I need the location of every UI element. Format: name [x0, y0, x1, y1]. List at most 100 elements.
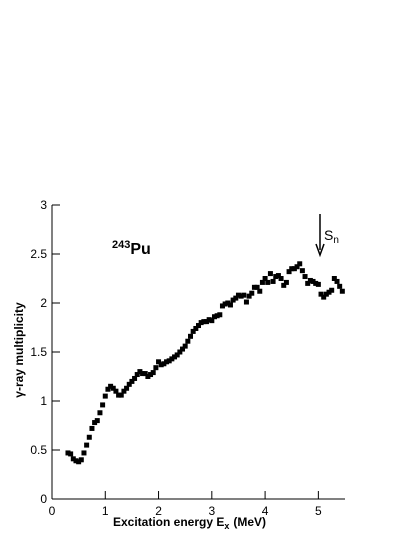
data-point	[142, 371, 148, 377]
data-point	[185, 338, 191, 344]
data-point	[70, 456, 76, 462]
data-point	[249, 290, 255, 296]
x-tick-label: 2	[155, 504, 162, 518]
data-point	[150, 370, 156, 376]
data-point	[337, 283, 343, 289]
data-point	[209, 318, 215, 324]
data-point	[214, 313, 220, 319]
data-point	[124, 385, 130, 391]
data-point	[326, 289, 332, 295]
data-point	[174, 352, 180, 358]
data-point	[134, 372, 140, 378]
arrow-head	[315, 243, 325, 258]
data-point	[307, 277, 313, 283]
data-point	[97, 410, 103, 416]
data-point	[238, 293, 244, 299]
data-point	[278, 276, 284, 281]
data-point	[321, 294, 327, 300]
x-tick-label: 1	[102, 504, 109, 518]
y-axis-title: γ-ray multiplicity	[12, 302, 26, 398]
data-point	[265, 279, 271, 285]
data-point	[235, 292, 241, 298]
data-point	[251, 284, 257, 290]
data-point	[275, 273, 281, 279]
data-point	[227, 302, 233, 308]
data-point	[297, 261, 303, 267]
data-point	[177, 349, 183, 355]
data-point	[270, 278, 276, 284]
data-point	[105, 386, 111, 392]
data-point	[190, 328, 196, 334]
data-point	[180, 346, 186, 352]
data-point	[206, 317, 212, 323]
data-point	[289, 266, 295, 272]
data-point	[145, 374, 151, 379]
data-point	[182, 343, 188, 349]
data-point	[76, 459, 82, 465]
data-point	[310, 278, 316, 284]
x-tick-label: 4	[262, 504, 269, 518]
data-point	[158, 362, 164, 368]
data-point	[233, 295, 239, 301]
data-point	[203, 319, 209, 325]
data-point	[294, 264, 300, 270]
data-point	[302, 274, 308, 280]
data-point	[283, 279, 289, 285]
data-point	[172, 354, 178, 360]
data-point	[313, 280, 319, 286]
data-point	[299, 268, 305, 274]
data-point	[219, 303, 225, 309]
y-tick-label: 2.5	[30, 247, 47, 261]
data-point	[161, 361, 167, 367]
data-point	[273, 274, 279, 280]
data-point	[113, 388, 119, 394]
data-point	[140, 371, 146, 377]
data-point	[164, 359, 170, 365]
y-tick-label: 1.5	[30, 345, 47, 359]
data-point	[137, 369, 143, 375]
data-point	[198, 320, 204, 326]
data-point	[286, 269, 292, 275]
data-point	[241, 292, 247, 298]
data-point	[73, 458, 79, 464]
y-tick-label: 1	[40, 394, 47, 408]
x-tick-label: 5	[315, 504, 322, 518]
data-point	[68, 451, 74, 457]
data-point	[94, 418, 100, 424]
data-point	[196, 323, 201, 329]
data-point	[121, 388, 127, 394]
data-point	[129, 378, 135, 384]
data-point	[211, 314, 217, 320]
y-tick-label: 0	[40, 492, 47, 506]
sn-label: Sn	[324, 227, 339, 246]
data-point	[257, 288, 263, 294]
data-point	[116, 392, 122, 398]
data-point	[267, 271, 273, 277]
x-tick-label: 0	[49, 504, 56, 518]
data-point	[291, 266, 297, 272]
data-point	[323, 291, 329, 297]
y-tick-label: 3	[40, 198, 47, 212]
x-axis-title: Excitation energy Ex (MeV)	[113, 515, 266, 531]
data-point	[243, 299, 249, 305]
data-point	[329, 287, 335, 293]
data-point	[132, 375, 138, 381]
data-point	[84, 442, 90, 448]
data-point	[318, 291, 324, 297]
data-point	[222, 301, 228, 307]
data-point	[281, 282, 287, 288]
data-point	[108, 383, 114, 389]
data-point	[305, 280, 311, 286]
data-point	[225, 300, 231, 306]
data-point	[102, 393, 108, 399]
data-point	[92, 420, 98, 426]
data-point	[259, 279, 265, 285]
x-tick-label: 3	[208, 504, 215, 518]
data-point	[193, 325, 199, 331]
data-point	[78, 457, 84, 463]
data-point	[100, 402, 106, 408]
data-point	[118, 392, 124, 398]
data-point	[188, 333, 194, 339]
data-point	[246, 293, 252, 299]
